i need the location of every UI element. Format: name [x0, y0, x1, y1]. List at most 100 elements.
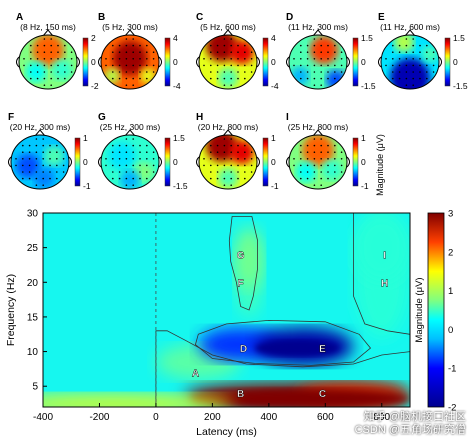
ear-icon	[16, 56, 20, 68]
electrode	[223, 58, 226, 60]
electrode	[132, 138, 134, 140]
tf-region-i	[353, 213, 410, 283]
electrode	[320, 164, 323, 167]
electrode	[43, 44, 46, 47]
electrode	[132, 144, 134, 147]
tf-label-f: F	[238, 278, 244, 289]
electrode	[426, 71, 428, 73]
electrode	[132, 171, 134, 173]
electrode	[23, 64, 25, 67]
electrode	[237, 151, 239, 153]
electrode	[223, 171, 226, 173]
electrode	[62, 171, 65, 173]
contour-beta-late	[353, 213, 410, 335]
electrode	[327, 51, 329, 53]
ear-icon	[346, 156, 350, 168]
electrode	[244, 164, 246, 167]
electrode	[35, 144, 38, 147]
nose-icon	[124, 129, 136, 137]
tf-label-e: E	[319, 344, 326, 355]
electrode	[132, 64, 134, 67]
electrode	[230, 184, 232, 186]
electrode	[405, 77, 408, 80]
electrode	[300, 77, 302, 80]
electrode	[42, 158, 44, 160]
electrode	[250, 64, 253, 67]
electrode	[327, 44, 329, 47]
x-tick-label: 200	[204, 412, 221, 423]
topo-blob	[230, 140, 254, 164]
panel-condition: (11 Hz, 300 ms)	[288, 22, 348, 32]
electrode	[412, 64, 415, 67]
electrode	[327, 158, 329, 160]
colorbar-tick: -1	[83, 181, 91, 191]
electrode	[146, 164, 148, 167]
electrode	[237, 144, 239, 147]
electrode	[300, 164, 302, 167]
electrode	[392, 51, 394, 53]
x-tick-label: 600	[317, 412, 334, 423]
electrode	[210, 71, 212, 73]
electrode	[152, 151, 155, 153]
electrode	[28, 151, 31, 153]
x-tick-label: -200	[89, 412, 109, 423]
colorbar-tick: 1	[361, 133, 366, 143]
topo-blob	[52, 60, 72, 80]
electrode	[340, 71, 343, 73]
electrode	[313, 51, 316, 53]
electrode	[398, 44, 401, 47]
tf-colorbar-tick: -1	[448, 364, 456, 375]
electrode	[203, 158, 205, 160]
electrode	[313, 171, 316, 173]
electrode	[139, 64, 141, 67]
electrode	[334, 44, 336, 47]
tf-band-core	[189, 388, 410, 407]
topo-blob	[390, 58, 430, 89]
electrode	[244, 71, 246, 73]
electrode	[112, 158, 114, 160]
electrode	[334, 151, 336, 153]
panel-condition: (20 Hz, 800 ms)	[198, 122, 259, 132]
electrode	[132, 158, 134, 160]
electrode	[216, 151, 219, 153]
electrode	[412, 44, 415, 47]
electrode	[152, 171, 155, 173]
panel-letter: F	[8, 112, 14, 123]
electrode	[118, 58, 121, 60]
tf-label-c: C	[319, 389, 326, 400]
electrode	[327, 177, 329, 180]
electrode	[56, 151, 58, 153]
electrode	[223, 71, 226, 73]
ear-icon	[8, 156, 12, 168]
electrode	[313, 184, 316, 186]
electrode	[432, 51, 435, 53]
electrode	[426, 44, 428, 47]
electrode	[432, 64, 435, 67]
electrode	[223, 164, 226, 167]
panel-letter: H	[196, 112, 203, 123]
electrode	[237, 171, 239, 173]
electrode	[320, 44, 323, 47]
electrode	[125, 184, 128, 186]
electrode	[118, 64, 121, 67]
electrode	[334, 164, 336, 167]
electrode	[132, 184, 134, 186]
electrode	[426, 77, 428, 80]
electrode	[210, 151, 212, 153]
electrode	[28, 158, 31, 160]
electrode	[230, 58, 232, 60]
electrode	[327, 171, 329, 173]
electrode	[57, 58, 59, 60]
electrode	[152, 64, 155, 67]
topo-panel-c: C(5 Hz, 600 ms) 4 0 -4	[196, 12, 279, 91]
topo-panel-i: I(25 Hz, 800 ms) 1 0 -1	[286, 112, 369, 191]
contour-low-freq	[155, 330, 410, 407]
tf-colorbar-tick: 2	[448, 247, 453, 258]
electrode	[327, 151, 329, 153]
electrode	[146, 58, 148, 60]
electrode	[313, 158, 316, 160]
electrode	[306, 144, 309, 147]
electrode	[36, 44, 39, 47]
ear-icon	[438, 56, 442, 68]
electrode	[300, 177, 302, 180]
